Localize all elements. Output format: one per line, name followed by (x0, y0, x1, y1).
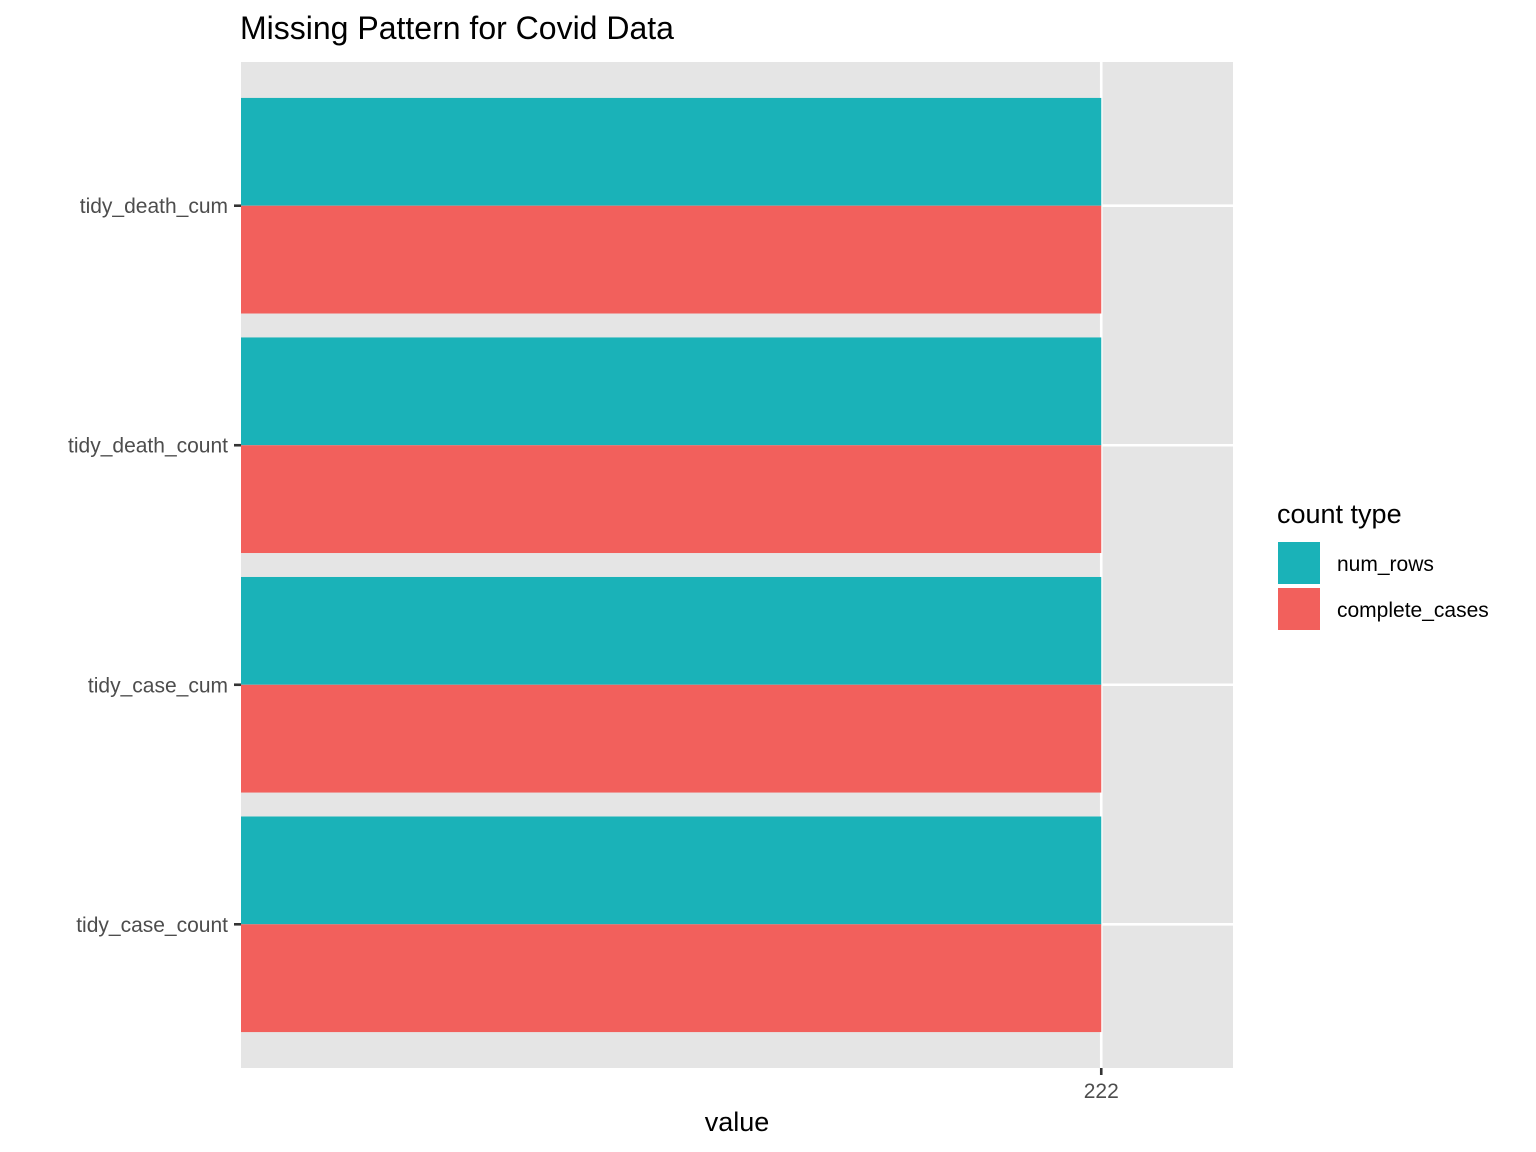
y-tick-label: tidy_death_cum (80, 195, 228, 218)
bar-num_rows (241, 97, 1102, 206)
legend-label-num_rows: num_rows (1337, 553, 1434, 576)
legend-key-num_rows (1276, 540, 1322, 586)
x-axis: 222 (1084, 1068, 1119, 1103)
bar-num_rows (241, 816, 1102, 925)
legend: count type num_rows complete_cases (1276, 499, 1489, 632)
legend-label-complete_cases: complete_cases (1337, 599, 1489, 622)
bar-complete_cases (241, 445, 1102, 554)
bar-complete_cases (241, 924, 1102, 1033)
y-tick-label: tidy_case_count (76, 914, 228, 937)
y-tick-label: tidy_case_cum (88, 674, 228, 697)
bar-num_rows (241, 337, 1102, 446)
y-axis: tidy_death_cum tidy_death_count tidy_case_… (68, 195, 241, 937)
y-tick-label: tidy_death_count (68, 435, 228, 458)
bar-complete_cases (241, 205, 1102, 314)
chart-title: Missing Pattern for Covid Data (240, 10, 674, 46)
legend-title: count type (1277, 499, 1402, 529)
bars (241, 97, 1102, 1033)
bar-complete_cases (241, 684, 1102, 793)
x-tick-label: 222 (1084, 1080, 1119, 1103)
legend-key-complete_cases (1276, 586, 1322, 632)
x-axis-title: value (705, 1107, 770, 1137)
bar-num_rows (241, 576, 1102, 685)
